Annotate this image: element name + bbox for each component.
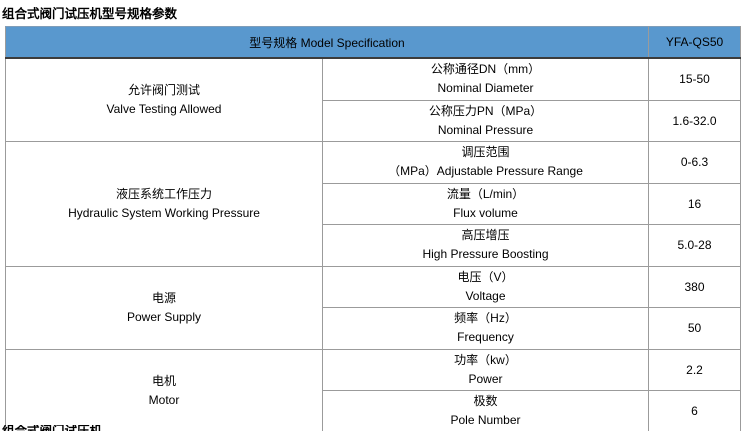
table-row: 频率（Hz） Frequency 50	[6, 307, 741, 350]
table-row: 液压系统工作压力 Hydraulic System Working Pressur…	[5, 141, 741, 267]
table-row: 极数 Pole Number 6	[6, 390, 741, 431]
parameter-cell: 电压（V） Voltage	[322, 265, 649, 308]
group-label-cell: 电源 Power Supply	[5, 265, 323, 350]
table-row: 流量（L/min） Flux volume 16	[6, 182, 741, 225]
cell-text-line: 公称通径DN（mm）	[430, 62, 541, 77]
table-row: 电机 Motor 功率（kw） Power 2.2	[5, 348, 741, 431]
cell-text-line: Voltage	[465, 288, 506, 303]
cell-text-line: Motor	[148, 392, 180, 407]
parameter-cell: 流量（L/min） Flux volume	[322, 182, 649, 225]
cell-text-line: 电机	[151, 373, 176, 388]
cell-text-line: Flux volume	[453, 205, 518, 220]
page-title: 组合式阀门试压机型号规格参数	[2, 7, 178, 21]
cell-text-line: Pole Number	[450, 413, 521, 428]
cell-text-line: High Pressure Boosting	[422, 247, 549, 262]
value-cell: 15-50	[648, 57, 741, 101]
value-cell: 2.2	[648, 348, 741, 391]
cell-text-line: Nominal Diameter	[437, 81, 534, 96]
cell-text-line: 高压增压	[461, 228, 510, 243]
cell-text-line: 电压（V）	[457, 269, 514, 284]
parameter-cell: 调压范围 （MPa）Adjustable Pressure Range	[322, 141, 649, 184]
cell-text-line: Hydraulic System Working Pressure	[68, 205, 260, 220]
table-header-row: 型号规格 Model Specification YFA-QS50	[5, 26, 741, 59]
value-cell: 380	[648, 265, 741, 308]
value-cell: 6	[648, 390, 741, 431]
cell-text-line: 极数	[473, 394, 498, 409]
table-row: 高压增压 High Pressure Boosting 5.0-28	[6, 224, 741, 267]
cell-text-line: （MPa）Adjustable Pressure Range	[388, 164, 583, 179]
parameter-cell: 功率（kw） Power	[322, 348, 649, 391]
cell-text-line: Power	[468, 371, 503, 386]
cell-text-line: Power Supply	[126, 309, 202, 324]
cell-text-line: 公称压力PN（MPa）	[428, 103, 543, 118]
cell-text-line: 允许阀门测试	[127, 83, 200, 97]
parameter-cell: 高压增压 High Pressure Boosting	[322, 224, 649, 267]
parameter-cell: 公称通径DN（mm） Nominal Diameter	[322, 57, 649, 101]
table-row: 允许阀门测试 Valve Testing Allowed 公称通径DN（mm） Nom…	[5, 57, 741, 142]
parameter-cell: 公称压力PN（MPa） Nominal Pressure	[322, 99, 649, 142]
table-row: 公称压力PN（MPa） Nominal Pressure 1.6-32.0	[6, 99, 741, 142]
value-cell: 0-6.3	[648, 141, 741, 184]
cell-text-line: 频率（Hz）	[454, 311, 517, 326]
spec-table: 型号规格 Model Specification YFA-QS50 允许阀门测试…	[5, 26, 741, 431]
group-label-cell: 液压系统工作压力 Hydraulic System Working Pressur…	[5, 141, 323, 267]
value-cell: 1.6-32.0	[648, 99, 741, 142]
parameter-cell: 极数 Pole Number	[322, 390, 649, 431]
cell-text-line: 液压系统工作压力	[115, 186, 212, 201]
cell-text-line: Valve Testing Allowed	[106, 102, 222, 116]
header-spec-label: 型号规格 Model Specification	[5, 26, 649, 59]
cell-text-line: 功率（kw）	[454, 352, 517, 367]
header-model-value: YFA-QS50	[648, 26, 741, 59]
group-label-cell: 允许阀门测试 Valve Testing Allowed	[5, 57, 323, 142]
cell-text-line: Frequency	[457, 330, 514, 345]
cell-text-line: 调压范围	[461, 145, 510, 160]
cell-text-line: 流量（L/min）	[446, 186, 525, 201]
group-label-cell: 电机 Motor	[5, 348, 323, 431]
parameter-cell: 频率（Hz） Frequency	[322, 307, 649, 350]
footer-partial-heading: 组合式阀门试压机	[2, 425, 102, 431]
cell-text-line: 电源	[151, 290, 176, 305]
cell-text-line: Nominal Pressure	[437, 122, 534, 137]
value-cell: 16	[648, 182, 741, 225]
value-cell: 5.0-28	[648, 224, 741, 267]
spec-table-body: 允许阀门测试 Valve Testing Allowed 公称通径DN（mm） Nom…	[5, 57, 741, 431]
value-cell: 50	[648, 307, 741, 350]
table-row: 电源 Power Supply 电压（V） Voltage 380	[5, 265, 741, 350]
